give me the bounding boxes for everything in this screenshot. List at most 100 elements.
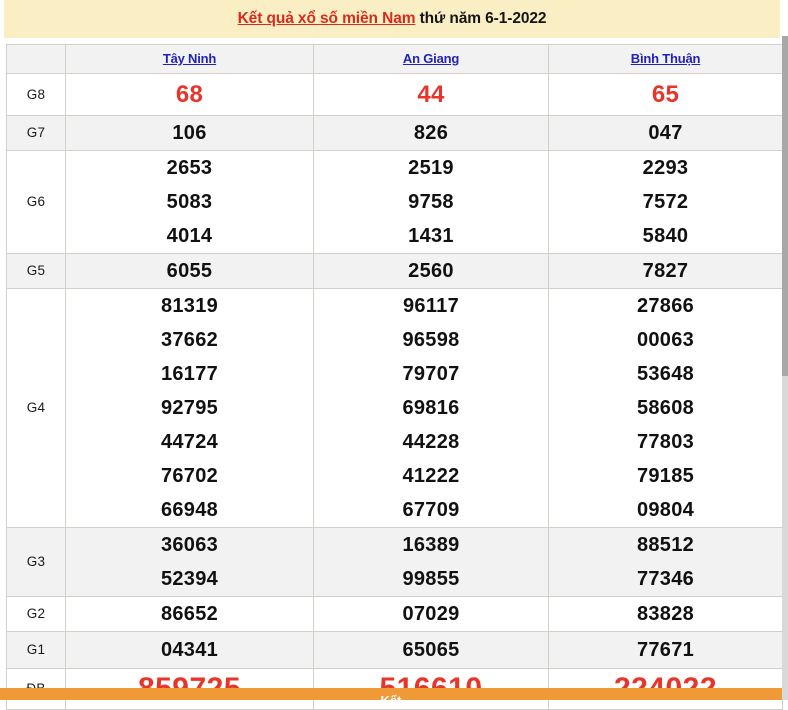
table-corner-cell	[6, 44, 66, 74]
lottery-number: 65065	[402, 639, 460, 661]
prize-label-text: G7	[26, 125, 46, 140]
number-stack: 77671	[549, 633, 782, 667]
lottery-number: 09804	[636, 499, 695, 521]
lottery-number: 92795	[160, 397, 219, 419]
prize-cell: 16389 99855	[313, 527, 549, 597]
lottery-number: 106	[172, 122, 207, 144]
lottery-number: 04341	[160, 639, 219, 661]
lottery-number: 6055	[166, 260, 213, 282]
lottery-number: 77346	[636, 568, 695, 590]
lottery-number: 00063	[636, 329, 695, 351]
number-stack: 81319 37662 16177 92795 44724 76702 66948	[66, 289, 313, 527]
number-stack: 96117 96598 79707 69816 44228 41222 67709	[314, 289, 548, 527]
prize-cell: 07029	[313, 596, 549, 632]
number-stack: 7827	[549, 254, 782, 288]
lottery-number: 81319	[160, 295, 219, 317]
lottery-number: 96598	[402, 329, 460, 351]
number-stack: 65065	[314, 633, 548, 667]
number-stack: 68	[66, 78, 313, 112]
number-stack: 106	[66, 116, 313, 150]
lottery-number: 53648	[636, 363, 695, 385]
lottery-number: 27866	[636, 295, 695, 317]
lottery-number: 77803	[636, 431, 695, 453]
scrollbar-thumb[interactable]	[782, 36, 788, 376]
lottery-number: 5840	[642, 225, 689, 247]
province-link[interactable]: An Giang	[402, 51, 460, 66]
prize-cell: 047	[548, 115, 783, 151]
prize-cell: 83828	[548, 596, 783, 632]
prize-cell: 81319 37662 16177 92795 44724 76702 66948	[65, 288, 314, 528]
lottery-number: 76702	[160, 465, 219, 487]
number-stack: 6055	[66, 254, 313, 288]
prize-cell: 04341	[65, 631, 314, 669]
table-row: G7 106 826 047	[6, 115, 783, 151]
number-stack: 83828	[549, 597, 782, 631]
table-header-row: Tây Ninh An Giang Bình Thuận	[6, 44, 783, 74]
lottery-number: 7827	[642, 260, 689, 282]
prize-cell: 106	[65, 115, 314, 151]
prize-label-text: G6	[26, 194, 46, 209]
prize-cell: 2560	[313, 253, 549, 289]
lottery-number: 047	[648, 122, 683, 144]
lottery-number: 79185	[636, 465, 695, 487]
number-stack: 16389 99855	[314, 528, 548, 596]
lottery-number: 52394	[160, 568, 219, 590]
number-stack: 65	[549, 78, 782, 112]
lottery-results-table: Tây Ninh An Giang Bình Thuận G8 68 44 65 G7 106 8…	[6, 44, 783, 710]
table-row: G8 68 44 65	[6, 73, 783, 116]
prize-cell: 826	[313, 115, 549, 151]
province-link[interactable]: Bình Thuận	[630, 51, 701, 66]
prize-label-text: G1	[26, 642, 46, 657]
number-stack: 36063 52394	[66, 528, 313, 596]
lottery-number: 9758	[408, 191, 454, 213]
lottery-results-table-wrapper: Tây Ninh An Giang Bình Thuận G8 68 44 65 G7 106 8…	[6, 44, 783, 710]
prize-cell: 44	[313, 73, 549, 116]
lottery-number: 99855	[402, 568, 460, 590]
lottery-number: 5083	[166, 191, 213, 213]
table-row: G4 81319 37662 16177 92795 44724 76702 66948 961…	[6, 288, 783, 528]
results-date: thứ năm 6-1-2022	[415, 10, 547, 27]
lottery-number: 07029	[402, 603, 460, 625]
bottom-bar-label: Kết	[381, 693, 402, 700]
page-scrollbar[interactable]	[782, 36, 788, 700]
number-stack: 44	[314, 78, 548, 112]
lottery-number: 66948	[160, 499, 219, 521]
lottery-number: 7572	[642, 191, 689, 213]
province-header-1: Tây Ninh	[65, 44, 314, 74]
lottery-number: 58608	[636, 397, 695, 419]
table-row: G5 6055 2560 7827	[6, 253, 783, 289]
prize-cell: 96117 96598 79707 69816 44228 41222 67709	[313, 288, 549, 528]
lottery-number: 79707	[402, 363, 460, 385]
lottery-number: 77671	[636, 639, 695, 661]
table-row: G3 36063 52394 16389 99855 88512 77346	[6, 527, 783, 597]
table-row: G1 04341 65065 77671	[6, 631, 783, 669]
lottery-number: 4014	[166, 225, 213, 247]
lottery-number: 65	[651, 80, 680, 108]
prize-label-text: G4	[26, 400, 46, 415]
prize-cell: 36063 52394	[65, 527, 314, 597]
province-header-3: Bình Thuận	[548, 44, 783, 74]
lottery-number: 41222	[402, 465, 460, 487]
number-stack: 047	[549, 116, 782, 150]
results-title-link[interactable]: Kết quả xổ số miền Nam	[237, 10, 416, 27]
prize-cell: 65065	[313, 631, 549, 669]
lottery-number: 16177	[160, 363, 219, 385]
number-stack: 2519 9758 1431	[314, 151, 548, 253]
prize-label-G6: G6	[6, 150, 66, 254]
lottery-number: 36063	[160, 534, 219, 556]
number-stack: 2653 5083 4014	[66, 151, 313, 253]
lottery-number: 16389	[402, 534, 460, 556]
prize-cell: 68	[65, 73, 314, 116]
prize-cell: 2519 9758 1431	[313, 150, 549, 254]
lottery-number: 86652	[160, 603, 219, 625]
lottery-number: 2653	[166, 157, 213, 179]
lottery-number: 68	[175, 80, 204, 108]
prize-label-G5: G5	[6, 253, 66, 289]
number-stack: 07029	[314, 597, 548, 631]
province-link[interactable]: Tây Ninh	[162, 51, 217, 66]
number-stack: 04341	[66, 633, 313, 667]
prize-cell: 65	[548, 73, 783, 116]
prize-cell: 27866 00063 53648 58608 77803 79185 09804	[548, 288, 783, 528]
table-row: G6 2653 5083 4014 2519 9758 1431 2293 7572 5840	[6, 150, 783, 254]
prize-cell: 88512 77346	[548, 527, 783, 597]
